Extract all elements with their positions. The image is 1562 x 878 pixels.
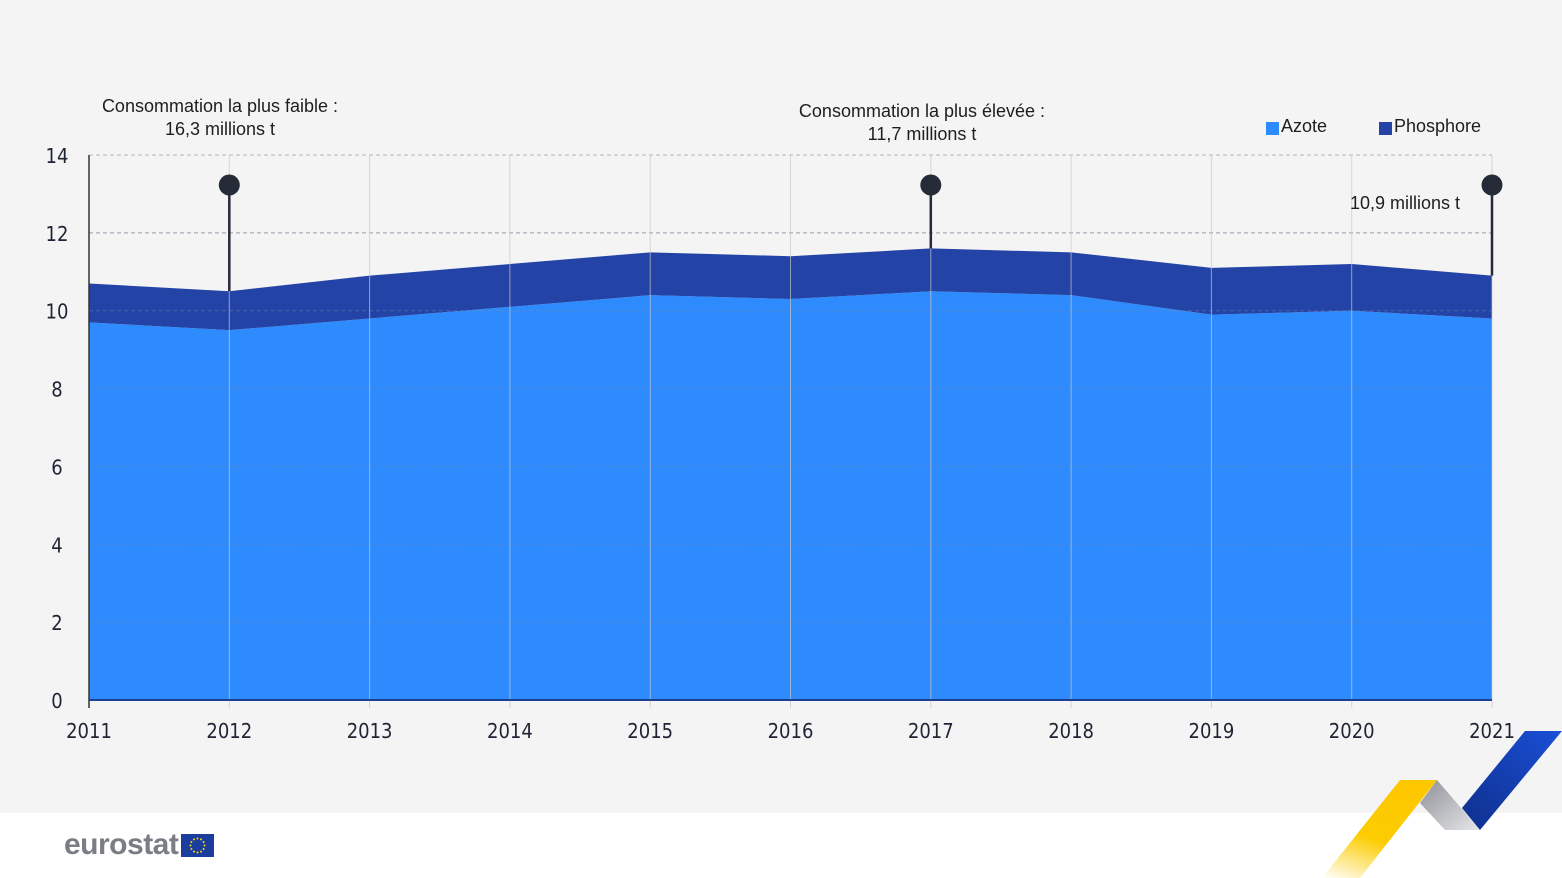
- x-tick-label: 2013: [347, 719, 393, 743]
- decorative-ribbon: [1322, 731, 1562, 878]
- annotation-highest-line2: 11,7 millions t: [867, 124, 977, 144]
- annotation-markers: [218, 174, 1503, 292]
- annotation-lowest-line2: 16,3 millions t: [164, 119, 276, 139]
- x-tick-label: 2017: [908, 719, 954, 743]
- x-tick-label: 2021: [1469, 719, 1515, 743]
- axes: [88, 155, 1492, 708]
- y-tick-label: 10: [46, 300, 69, 324]
- legend-item-phosphore[interactable]: Phosphore: [1379, 116, 1481, 137]
- annotation-latest-line1: 10,9 millions t: [1349, 193, 1461, 213]
- annotation-marker-icon: [218, 174, 240, 196]
- legend-swatch-icon: [1266, 121, 1279, 135]
- legend-label: Phosphore: [1394, 116, 1482, 136]
- eurostat-logo: eurostat: [64, 828, 215, 862]
- legend-label: Azote: [1281, 116, 1328, 136]
- logo-text: eurostat: [64, 828, 179, 861]
- x-tick-label: 2014: [487, 719, 533, 743]
- y-tick-label: 14: [46, 144, 69, 168]
- x-tick-label: 2020: [1329, 719, 1375, 743]
- annotation-highest: Consommation la plus élevée : 11,7 milli…: [762, 100, 1082, 146]
- x-tick-label: 2012: [206, 719, 252, 743]
- x-tick-label: 2019: [1189, 719, 1235, 743]
- y-axis-labels: 0 2 4 6 8 10 12 14: [46, 144, 69, 713]
- x-axis-labels: 2011 2012 2013 2014 2015 2016 2017 2018 2019 2020…: [66, 719, 1515, 743]
- legend-swatch-icon: [1379, 121, 1392, 135]
- annotation-lowest: Consommation la plus faible : 16,3 milli…: [60, 95, 380, 141]
- annotation-marker-icon: [1481, 174, 1503, 196]
- y-tick-label: 8: [51, 378, 62, 402]
- eu-flag-icon: [181, 833, 215, 857]
- y-tick-label: 4: [51, 533, 62, 557]
- annotation-highest-line1: Consommation la plus élevée :: [798, 101, 1046, 121]
- y-tick-label: 0: [51, 689, 62, 713]
- annotation-lowest-line1: Consommation la plus faible :: [101, 96, 339, 116]
- y-tick-label: 2: [51, 611, 62, 635]
- annotation-latest: 10,9 millions t: [1330, 192, 1480, 215]
- y-tick-label: 6: [51, 455, 62, 479]
- legend-item-azote[interactable]: Azote: [1266, 116, 1327, 137]
- y-tick-label: 12: [46, 222, 69, 246]
- annotation-marker-icon: [920, 174, 942, 196]
- x-tick-label: 2015: [627, 719, 673, 743]
- x-tick-label: 2018: [1048, 719, 1094, 743]
- x-tick-label: 2016: [768, 719, 814, 743]
- x-tick-label: 2011: [66, 719, 112, 743]
